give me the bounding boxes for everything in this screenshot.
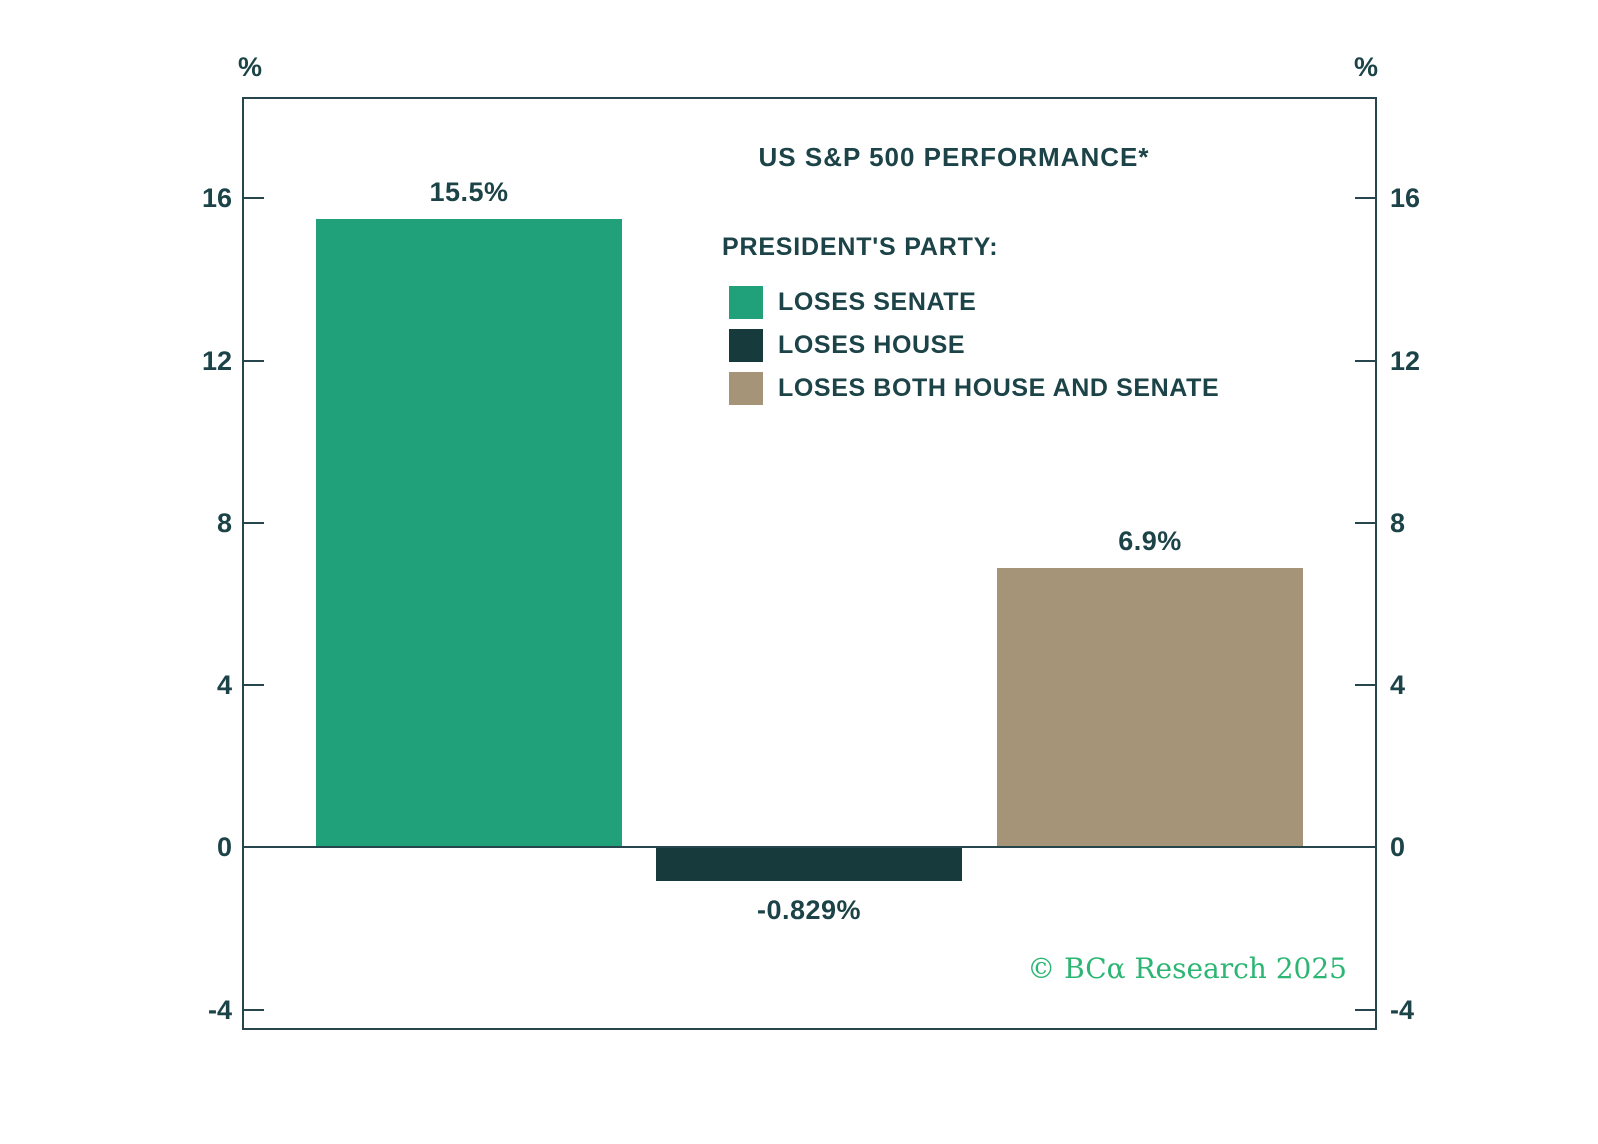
bar-value-label: 15.5% [429,176,509,207]
left-axis-tick-label: 16 [201,183,232,214]
legend-swatch-icon [729,286,763,319]
bar-loses-both-house-and-senate [997,567,1303,848]
right-axis-tick [1355,521,1377,524]
right-axis-unit-label: % [1353,52,1378,82]
bar-loses-senate [316,218,622,848]
right-axis-tick-label: 8 [1390,507,1406,538]
chart-title: US S&P 500 PERFORMANCE* [758,142,1150,172]
left-axis-tick-label: 0 [216,832,232,863]
zero-baseline [242,846,1377,849]
legend-title: PRESIDENT'S PARTY: [722,233,999,261]
right-axis-tick [1355,197,1377,200]
right-axis-tick-label: 0 [1390,832,1406,863]
plot-frame [242,97,1377,1030]
left-axis-tick [242,359,264,362]
right-axis-tick-label: 4 [1390,670,1406,701]
left-axis-tick-label: 8 [216,507,232,538]
left-axis-tick [242,1008,264,1011]
legend: LOSES SENATE LOSES HOUSE LOSES BOTH HOUSE … [729,286,1219,405]
legend-item-label: LOSES BOTH HOUSE AND SENATE [778,374,1220,402]
legend-item: LOSES HOUSE [729,329,1219,362]
left-axis-tick [242,684,264,687]
bar-loses-house [656,847,962,882]
legend-item-label: LOSES HOUSE [778,331,966,359]
right-axis-tick-label: 16 [1390,183,1421,214]
right-axis-tick [1355,684,1377,687]
left-axis-unit-label: % [238,52,263,82]
left-axis-tick-label: -4 [207,994,232,1025]
bar-value-label: 6.9% [1118,525,1182,556]
left-axis-tick-label: 4 [216,670,232,701]
right-axis-tick-label: 12 [1390,345,1421,376]
bar-value-label: -0.829% [756,895,862,926]
legend-swatch-icon [729,372,763,405]
right-axis-tick [1355,1008,1377,1011]
legend-item: LOSES SENATE [729,286,1219,319]
legend-swatch-icon [729,329,763,362]
copyright-text: © BCα Research 2025 [1027,952,1347,985]
right-axis-tick [1355,359,1377,362]
right-axis-tick-label: -4 [1390,994,1415,1025]
left-axis-tick-label: 12 [201,345,232,376]
legend-item: LOSES BOTH HOUSE AND SENATE [729,372,1219,405]
left-axis-tick [242,197,264,200]
legend-item-label: LOSES SENATE [778,288,977,316]
left-axis-tick [242,521,264,524]
